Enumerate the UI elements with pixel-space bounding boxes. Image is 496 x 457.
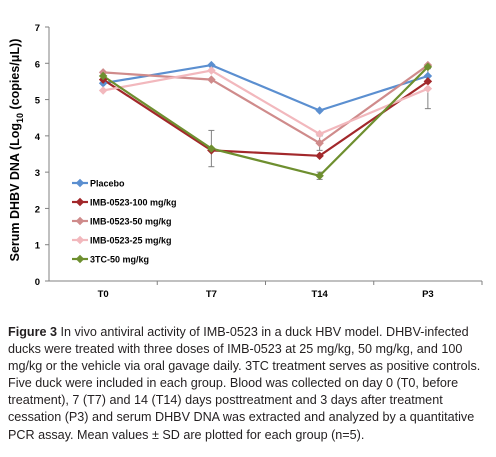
data-point <box>207 60 216 70</box>
y-tick-label: 1 <box>35 241 41 252</box>
x-tick-label: T14 <box>311 289 328 300</box>
y-tick-label: 6 <box>35 59 40 70</box>
y-tick-label: 7 <box>35 23 40 34</box>
data-point <box>423 77 433 86</box>
legend-label: 3TC-50 mg/kg <box>90 255 149 265</box>
series-line-2 <box>102 78 429 157</box>
data-point <box>207 66 216 75</box>
data-point <box>315 151 324 161</box>
x-tick-label: T7 <box>206 289 217 300</box>
legend-label: IMB-0523-100 mg/kg <box>90 198 177 208</box>
data-point <box>423 71 433 81</box>
x-tick-label: P3 <box>422 289 434 300</box>
data-points <box>98 60 433 181</box>
series-line-4 <box>102 69 429 136</box>
data-point <box>98 71 108 81</box>
legend-swatch-marker <box>75 254 85 264</box>
legend-swatch-marker <box>75 235 85 245</box>
x-ticks: T0 T7 T14 P3 <box>98 281 483 300</box>
legend-label: IMB-0523-25 mg/kg <box>90 236 172 246</box>
y-axis-label-prefix: Serum DHBV DNA (Log <box>8 123 22 261</box>
y-tick-label: 0 <box>35 277 40 288</box>
legend: Placebo IMB-0523-100 mg/kg IMB-0523-50 mg/… <box>72 179 177 265</box>
series-line-3 <box>103 64 429 145</box>
legend-swatch-marker <box>75 197 85 207</box>
data-point <box>315 129 324 139</box>
y-tick-label: 5 <box>35 96 41 107</box>
data-point <box>315 138 324 148</box>
y-ticks: 0 1 2 3 4 5 6 7 <box>35 23 49 288</box>
legend-swatch-marker <box>75 178 85 188</box>
series-line-5 <box>102 66 429 178</box>
legend-swatch-marker <box>75 216 85 226</box>
legend-label: Placebo <box>90 179 125 189</box>
caption-text: In vivo antiviral activity of IMB-0523 i… <box>8 325 481 442</box>
y-tick-label: 2 <box>35 204 40 215</box>
data-point <box>423 84 433 93</box>
y-tick-label: 4 <box>35 132 41 143</box>
figure-caption: Figure 3 In vivo antiviral activity of I… <box>8 324 488 444</box>
series-lines <box>102 63 429 178</box>
y-tick-label: 3 <box>35 168 40 179</box>
y-axis-label-subscript: 10 <box>15 113 25 123</box>
series-line-1 <box>102 63 429 112</box>
data-point <box>207 144 216 153</box>
y-axis-label-suffix: (copies/μL)) <box>8 39 22 113</box>
data-point <box>98 86 108 95</box>
data-point <box>207 75 216 84</box>
legend-label: IMB-0523-50 mg/kg <box>90 217 172 227</box>
x-tick-label: T0 <box>98 289 109 300</box>
caption-label: Figure 3 <box>8 325 57 339</box>
y-axis-label: Serum DHBV DNA (Log10 (copies/μL)) <box>8 39 25 262</box>
data-point <box>315 106 324 115</box>
data-point <box>315 171 324 181</box>
